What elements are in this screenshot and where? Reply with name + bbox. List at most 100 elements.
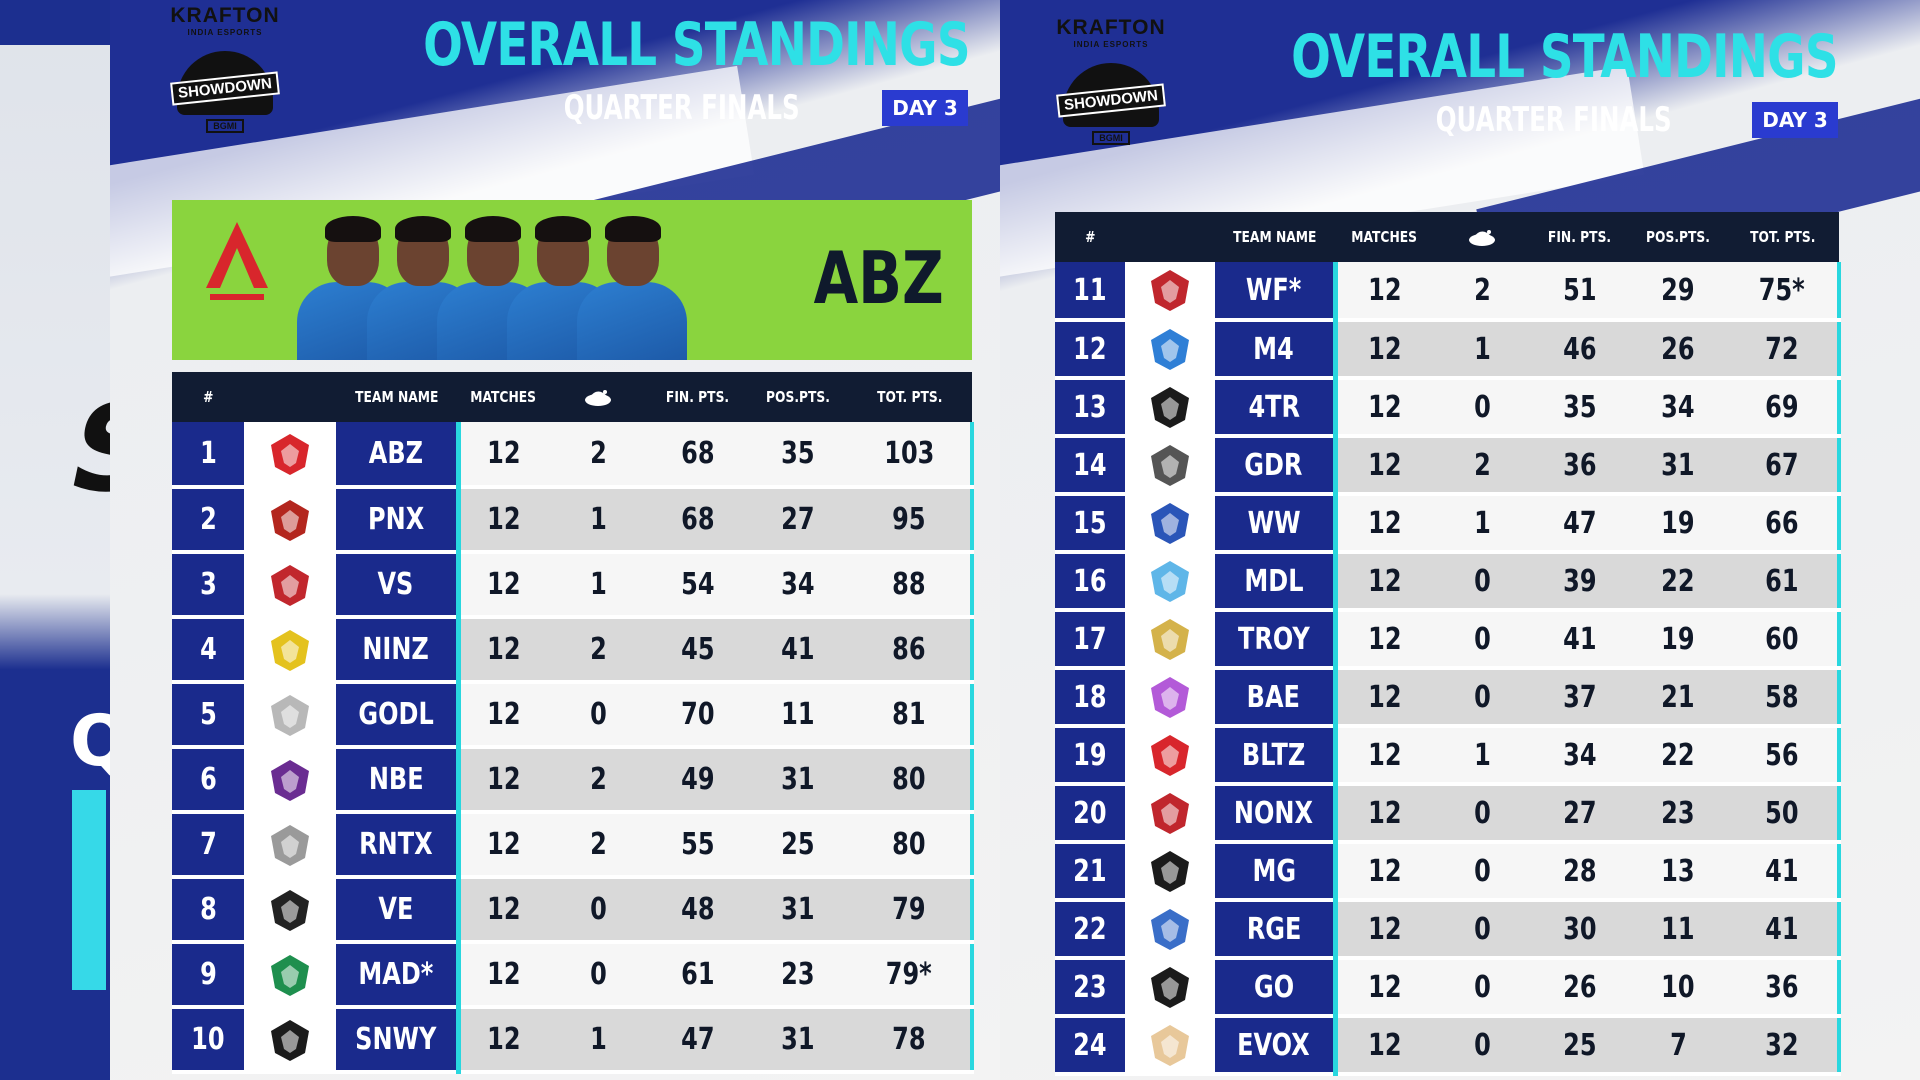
rank-cell: 16 [1055,552,1125,612]
matches-cell: 12 [458,812,548,879]
pos-pts-cell: 23 [748,942,848,1009]
team-logo-icon [1151,677,1189,718]
day-badge: DAY 3 [1752,102,1838,138]
team-name-cell: WW [1215,494,1338,554]
rank-cell: 24 [1055,1016,1125,1076]
team-name-cell: GO [1215,958,1338,1018]
rank-cell: 8 [172,877,244,944]
chicken-dinner-icon [1469,230,1495,246]
table-row: 10 SNWY 12 1 47 31 78 [172,1007,974,1074]
team-logo-icon [1151,967,1189,1008]
page-title: OVERALL STANDINGS [423,10,970,80]
team-logo-cell [1125,494,1215,554]
team-logo-cell [244,747,336,814]
col-header-team: TEAM NAME [336,372,458,422]
col-header-rank: # [1055,212,1125,262]
tot-pts-cell: 36 [1727,958,1841,1018]
tot-pts-cell: 95 [848,487,974,554]
col-header-tot-pts: TOT. PTS. [1727,212,1839,262]
team-logo-cell [244,942,336,1009]
team-logo-icon [1151,329,1189,370]
table-row: 1 ABZ 12 2 68 35 103 [172,422,974,489]
fin-pts-cell: 45 [648,617,748,684]
wins-cell: 1 [548,487,648,554]
rank-cell: 9 [172,942,244,1009]
tot-pts-cell: 79 [848,877,974,944]
tot-pts-cell: 88 [848,552,974,619]
rank-cell: 4 [172,617,244,684]
col-header-matches: MATCHES [1335,212,1433,262]
table-row: 17 TROY 12 0 41 19 60 [1055,610,1841,670]
rank-cell: 18 [1055,668,1125,728]
pos-pts-cell: 13 [1629,842,1727,902]
team-name-cell: NBE [336,747,461,814]
team-logo-icon [271,433,309,475]
pos-pts-cell: 27 [748,487,848,554]
team-logo-icon [1151,387,1189,428]
team-logo-cell [1125,320,1215,380]
pos-pts-cell: 31 [748,1007,848,1074]
fin-pts-cell: 47 [648,1007,748,1074]
standings-panel-right: KRAFTON INDIA ESPORTS SHOWDOWN BGMI OVER… [1000,0,1920,1080]
team-logo-icon [271,954,309,996]
krafton-wordmark: KRAFTON [1056,16,1166,39]
wins-cell: 0 [1433,552,1531,612]
table-row: 8 VE 12 0 48 31 79 [172,877,974,944]
fin-pts-cell: 30 [1531,900,1629,960]
table-row: 18 BAE 12 0 37 21 58 [1055,668,1841,728]
team-logo-icon [1151,735,1189,776]
featured-team-banner: ABZ [172,200,972,360]
fin-pts-cell: 49 [648,747,748,814]
tot-pts-cell: 56 [1727,726,1841,786]
col-header-fin-pts: FIN. PTS. [648,372,748,422]
pos-pts-cell: 34 [1629,378,1727,438]
matches-cell: 12 [1335,378,1433,438]
showdown-logo: SHOWDOWN [170,51,280,115]
col-header-pos-pts: POS.PTS. [1629,212,1727,262]
matches-cell: 12 [1335,668,1433,728]
featured-team-tag: ABZ [813,236,944,320]
matches-cell: 12 [458,747,548,814]
team-logo-icon [1151,909,1189,950]
col-header-fin-pts: FIN. PTS. [1531,212,1629,262]
wins-cell: 1 [1433,494,1531,554]
matches-cell: 12 [1335,320,1433,380]
col-header-wins [1433,212,1531,262]
wins-cell: 0 [1433,958,1531,1018]
team-name-cell: NINZ [336,617,461,684]
pos-pts-cell: 19 [1629,494,1727,554]
matches-cell: 12 [1335,726,1433,786]
col-header-logo [244,372,336,422]
team-name-cell: MAD* [336,942,461,1009]
pos-pts-cell: 25 [748,812,848,879]
showdown-label: SHOWDOWN [1056,83,1166,118]
table-row: 14 GDR 12 2 36 31 67 [1055,436,1841,496]
col-header-tot-pts: TOT. PTS. [848,372,972,422]
team-logo-cell [1125,436,1215,496]
team-name-cell: VS [336,552,461,619]
rank-cell: 15 [1055,494,1125,554]
wins-cell: 2 [548,422,648,489]
standings-table-right: # TEAM NAME MATCHES FIN. PTS. POS.PTS. T… [1055,212,1841,1076]
pos-pts-cell: 35 [748,422,848,489]
wins-cell: 0 [1433,1016,1531,1076]
fin-pts-cell: 61 [648,942,748,1009]
team-logo-icon [1151,561,1189,602]
tot-pts-cell: 67 [1727,436,1841,496]
team-logo-cell [1125,668,1215,728]
tot-pts-cell: 41 [1727,900,1841,960]
team-logo-cell [244,877,336,944]
tot-pts-cell: 50 [1727,784,1841,844]
team-name-cell: MDL [1215,552,1338,612]
tot-pts-cell: 75* [1727,262,1841,322]
pos-pts-cell: 11 [1629,900,1727,960]
team-logo-cell [244,1007,336,1074]
tot-pts-cell: 32 [1727,1016,1841,1076]
fin-pts-cell: 48 [648,877,748,944]
standings-table-left: # TEAM NAME MATCHES FIN. PTS. POS.PTS. T… [172,372,974,1074]
wins-cell: 1 [548,552,648,619]
pos-pts-cell: 23 [1629,784,1727,844]
matches-cell: 12 [1335,784,1433,844]
tot-pts-cell: 103 [848,422,974,489]
table-row: 19 BLTZ 12 1 34 22 56 [1055,726,1841,786]
